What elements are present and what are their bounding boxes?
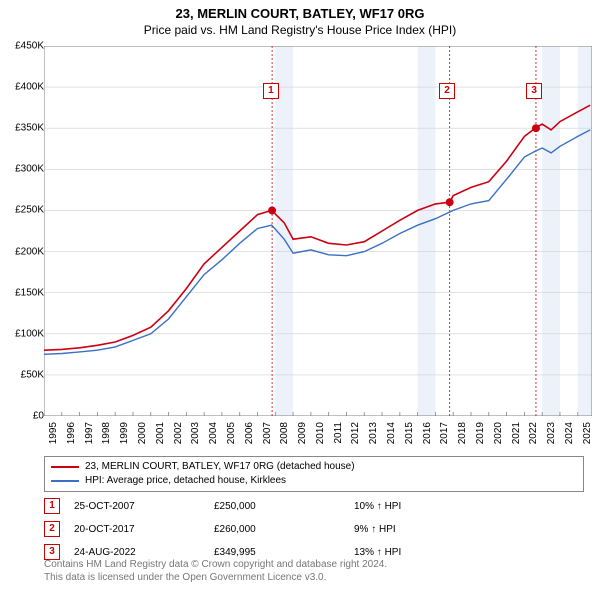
legend-label: 23, MERLIN COURT, BATLEY, WF17 0RG (deta…	[85, 460, 355, 474]
x-tick-label: 2018	[457, 422, 468, 444]
x-tick-label: 2000	[137, 422, 148, 444]
marker-box: 1	[263, 83, 279, 99]
x-tick-label: 2014	[386, 422, 397, 444]
x-tick-label: 2009	[297, 422, 308, 444]
transaction-delta: 10% ↑ HPI	[354, 501, 494, 512]
x-tick-label: 2015	[404, 422, 415, 444]
x-tick-label: 2019	[475, 422, 486, 444]
legend-swatch	[51, 480, 79, 482]
transactions-table: 1 25-OCT-2007£250,00010% ↑ HPI 2 20-OCT-201…	[44, 498, 584, 560]
x-tick-label: 1997	[84, 422, 95, 444]
footer: Contains HM Land Registry data © Crown c…	[44, 558, 387, 584]
legend-row: HPI: Average price, detached house, Kirk…	[51, 474, 577, 488]
x-tick-label: 2004	[208, 422, 219, 444]
x-tick-label: 2020	[493, 422, 504, 444]
x-tick-label: 2002	[173, 422, 184, 444]
x-tick-label: 2005	[226, 422, 237, 444]
y-tick-label: £450K	[4, 41, 44, 52]
y-tick-label: £200K	[4, 246, 44, 257]
x-tick-label: 1999	[119, 422, 130, 444]
legend-row: 23, MERLIN COURT, BATLEY, WF17 0RG (deta…	[51, 460, 577, 474]
x-tick-label: 2006	[244, 422, 255, 444]
transaction-delta: 9% ↑ HPI	[354, 524, 494, 535]
y-tick-label: £150K	[4, 287, 44, 298]
transaction-date: 25-OCT-2007	[74, 501, 214, 512]
legend-swatch	[51, 466, 79, 468]
y-tick-label: £400K	[4, 82, 44, 93]
transaction-price: £250,000	[214, 501, 354, 512]
chart-area	[44, 46, 592, 416]
footer-line2: This data is licensed under the Open Gov…	[44, 571, 387, 584]
transaction-price: £260,000	[214, 524, 354, 535]
transaction-price: £349,995	[214, 547, 354, 558]
x-tick-label: 2007	[262, 422, 273, 444]
x-tick-label: 2011	[333, 422, 344, 444]
x-tick-label: 1998	[101, 422, 112, 444]
transaction-marker: 2	[44, 521, 60, 537]
x-tick-label: 2013	[368, 422, 379, 444]
transaction-marker: 1	[44, 498, 60, 514]
title-block: 23, MERLIN COURT, BATLEY, WF17 0RG Price…	[0, 0, 600, 37]
chart-subtitle: Price paid vs. HM Land Registry's House …	[0, 23, 600, 37]
y-tick-label: £350K	[4, 123, 44, 134]
x-tick-label: 2024	[564, 422, 575, 444]
x-tick-label: 2021	[511, 422, 522, 444]
x-tick-label: 2003	[190, 422, 201, 444]
footer-line1: Contains HM Land Registry data © Crown c…	[44, 558, 387, 571]
x-tick-label: 2008	[279, 422, 290, 444]
transaction-delta: 13% ↑ HPI	[354, 547, 494, 558]
legend-label: HPI: Average price, detached house, Kirk…	[85, 474, 286, 488]
x-tick-label: 2016	[422, 422, 433, 444]
y-tick-label: £100K	[4, 328, 44, 339]
x-tick-label: 2012	[350, 422, 361, 444]
x-tick-label: 2025	[582, 422, 593, 444]
x-tick-label: 1995	[48, 422, 59, 444]
x-tick-label: 2001	[155, 422, 166, 444]
x-tick-label: 2010	[315, 422, 326, 444]
legend: 23, MERLIN COURT, BATLEY, WF17 0RG (deta…	[44, 456, 584, 492]
x-tick-label: 2017	[439, 422, 450, 444]
x-tick-label: 2022	[528, 422, 539, 444]
transaction-date: 20-OCT-2017	[74, 524, 214, 535]
chart-title: 23, MERLIN COURT, BATLEY, WF17 0RG	[0, 6, 600, 21]
x-tick-label: 1996	[66, 422, 77, 444]
transaction-row: 2 20-OCT-2017£260,0009% ↑ HPI	[44, 521, 584, 537]
marker-box: 3	[526, 83, 542, 99]
transaction-date: 24-AUG-2022	[74, 547, 214, 558]
y-tick-label: £50K	[4, 369, 44, 380]
y-tick-label: £300K	[4, 164, 44, 175]
chart-svg	[44, 46, 592, 416]
x-tick-label: 2023	[546, 422, 557, 444]
transaction-row: 1 25-OCT-2007£250,00010% ↑ HPI	[44, 498, 584, 514]
y-tick-label: £0	[4, 411, 44, 422]
marker-box: 2	[439, 83, 455, 99]
y-tick-label: £250K	[4, 205, 44, 216]
chart-container: { "title": "23, MERLIN COURT, BATLEY, WF…	[0, 0, 600, 590]
